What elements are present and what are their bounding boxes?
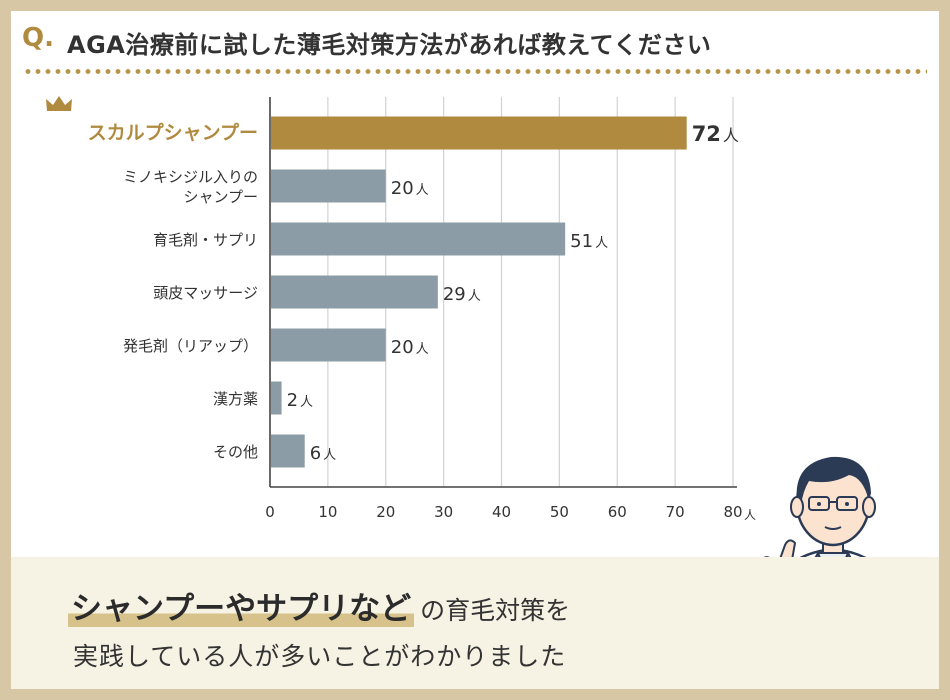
- bar: [271, 275, 438, 309]
- bar: [271, 222, 566, 256]
- x-tick-label: 10: [318, 503, 337, 521]
- data-label: 72 人: [692, 122, 739, 146]
- category-label: ミノキシジル入りの: [123, 168, 258, 186]
- category-label: 頭皮マッサージ: [153, 284, 258, 302]
- x-tick-label: 80: [723, 503, 742, 521]
- crown-icon: [46, 96, 72, 111]
- data-label: 51 人: [570, 231, 608, 252]
- infographic-card: Q. AGA治療前に試した薄毛対策方法があれば教えてください 0 10 20 30 40…: [11, 11, 939, 689]
- question-title: AGA治療前に試した薄毛対策方法があれば教えてください: [67, 31, 712, 59]
- category-label: スカルプシャンプー: [88, 121, 258, 144]
- summary-line-2: 実践している人が多いことがわかりました: [73, 642, 567, 671]
- x-tick-label: 20: [376, 503, 395, 521]
- bar: [271, 434, 305, 468]
- bar-chart: 0 10 20 30 40 50 60 70 80 人 72 人 スカルプシャンプー 20 人 ミノキシジル入…: [46, 96, 756, 522]
- category-label: シャンプー: [183, 188, 258, 206]
- bar: [271, 116, 687, 150]
- bar: [271, 381, 282, 415]
- q-mark: Q.: [22, 23, 54, 53]
- x-tick-label: 70: [666, 503, 685, 521]
- dotted-divider: [23, 69, 927, 74]
- summary-line-1-rest: の育毛対策を: [420, 596, 571, 625]
- x-tick-label: 40: [492, 503, 511, 521]
- category-label: その他: [213, 443, 258, 461]
- x-tick-unit: 人: [744, 508, 756, 522]
- bar: [271, 169, 386, 203]
- bar: [271, 328, 386, 362]
- summary-line-1: シャンプーやサプリなど の育毛対策を: [68, 583, 570, 628]
- x-tick-label: 60: [608, 503, 627, 521]
- x-tick-label: 30: [434, 503, 453, 521]
- x-tick-label: 50: [550, 503, 569, 521]
- category-label: 発毛剤（リアップ）: [123, 337, 258, 355]
- summary-highlight: シャンプーやサプリなど: [68, 591, 415, 627]
- category-label: 育毛剤・サプリ: [153, 231, 258, 249]
- x-tick-label: 0: [265, 503, 275, 521]
- data-label: 29 人: [443, 284, 481, 305]
- question-header: Q. AGA治療前に試した薄毛対策方法があれば教えてください: [11, 11, 939, 81]
- data-label: 20 人: [391, 178, 429, 199]
- category-label: 漢方薬: [213, 390, 258, 408]
- data-label: 20 人: [391, 337, 429, 358]
- summary-footer: シャンプーやサプリなど の育毛対策を 実践している人が多いことがわかりました: [11, 557, 939, 689]
